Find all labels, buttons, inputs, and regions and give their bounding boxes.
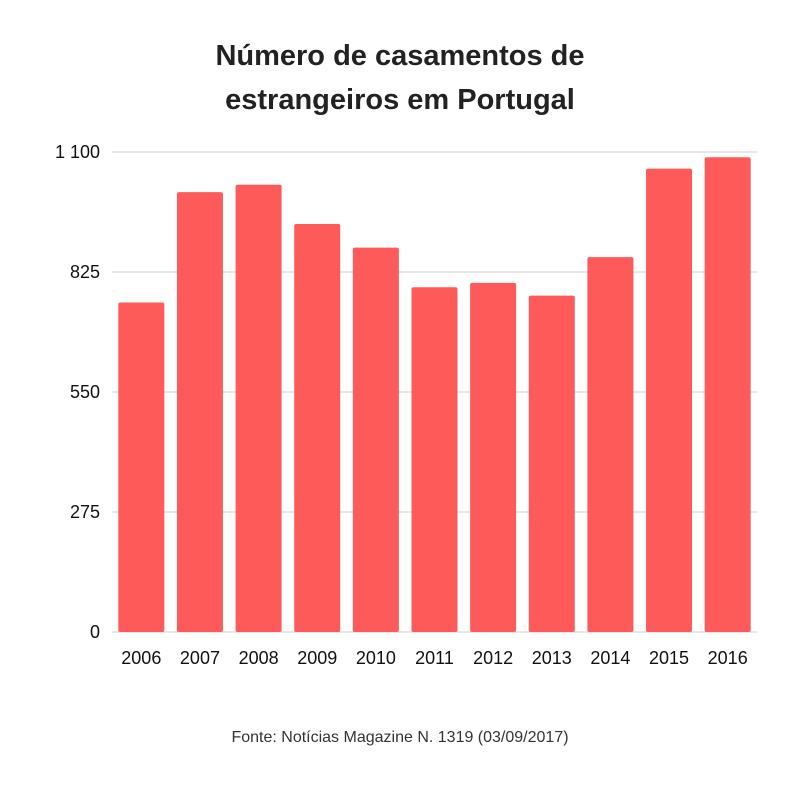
- x-tick-label: 2010: [356, 648, 396, 668]
- bar-2009: [294, 224, 341, 632]
- x-tick-label: 2016: [708, 648, 748, 668]
- bar-2010: [352, 247, 399, 632]
- x-tick-label: 2007: [180, 648, 220, 668]
- bar-2015: [646, 168, 693, 632]
- y-tick-label: 825: [70, 262, 100, 282]
- bar-2007: [176, 192, 223, 633]
- x-tick-label: 2008: [239, 648, 279, 668]
- y-tick-label: 550: [70, 382, 100, 402]
- bar-2013: [528, 295, 575, 632]
- bar-2016: [704, 157, 751, 632]
- bars: [118, 157, 751, 633]
- x-tick-label: 2015: [649, 648, 689, 668]
- source-note: Fonte: Notícias Magazine N. 1319 (03/09/…: [231, 729, 569, 746]
- bar-2012: [470, 282, 517, 632]
- chart-title-line-2: estrangeiros em Portugal: [225, 84, 575, 116]
- y-axis-tick-labels: 0 275 550 825 1 100: [55, 142, 100, 642]
- x-axis-tick-labels: 2006 2007 2008 2009 2010 2011 2012 2013 2014 2015…: [121, 648, 747, 668]
- x-tick-label: 2014: [590, 648, 630, 668]
- x-tick-label: 2009: [297, 648, 337, 668]
- bar-2014: [587, 257, 634, 632]
- y-tick-label: 0: [90, 622, 100, 642]
- bar-2011: [411, 287, 458, 632]
- chart-title: Número de casamentos de estrangeiros em …: [0, 34, 800, 122]
- bar-2006: [118, 302, 165, 632]
- x-tick-label: 2012: [473, 648, 513, 668]
- chart-title-line-1: Número de casamentos de: [215, 40, 585, 72]
- y-tick-label: 275: [70, 502, 100, 522]
- x-tick-label: 2011: [415, 648, 454, 668]
- x-tick-label: 2013: [532, 648, 572, 668]
- bar-2008: [235, 184, 282, 632]
- x-tick-label: 2006: [121, 648, 161, 668]
- y-tick-label: 1 100: [55, 142, 100, 162]
